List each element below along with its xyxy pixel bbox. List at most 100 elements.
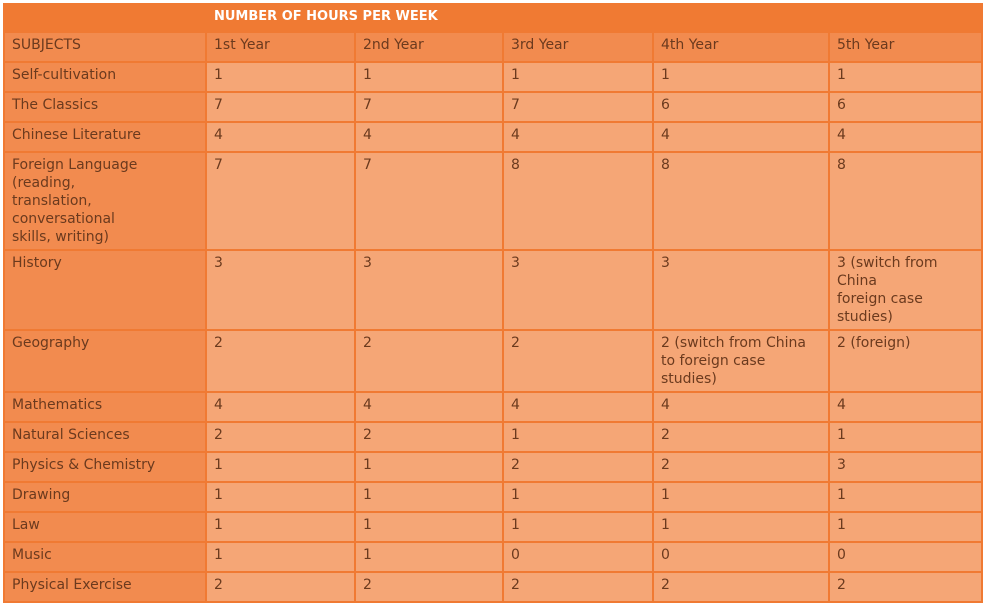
table-row: Drawing 1 1 1 1 1 <box>3 481 983 513</box>
hours-table-container: NUMBER OF HOURS PER WEEK SUBJECTS 1st Ye… <box>3 3 983 603</box>
table-corner-cell <box>3 3 207 33</box>
hours-cell: 1 <box>827 421 983 453</box>
hours-cell: 2 <box>652 571 830 603</box>
hours-cell: 1 <box>652 61 830 93</box>
hours-cell: 2 <box>827 571 983 603</box>
hours-cell: 7 <box>354 91 504 123</box>
hours-cell: 1 <box>205 61 356 93</box>
subject-cell: Self-cultivation <box>3 61 207 93</box>
table-row: Physical Exercise 2 2 2 2 2 <box>3 571 983 603</box>
hours-cell: 4 <box>502 121 654 153</box>
subject-cell: Chinese Literature <box>3 121 207 153</box>
table-title-row: NUMBER OF HOURS PER WEEK <box>3 3 983 33</box>
hours-cell: 2 <box>205 421 356 453</box>
hours-cell: 2 <box>502 329 654 393</box>
hours-cell: 1 <box>502 481 654 513</box>
hours-cell: 8 <box>652 151 830 251</box>
table-row: The Classics 7 7 7 6 6 <box>3 91 983 123</box>
table-row: Music 1 1 0 0 0 <box>3 541 983 573</box>
hours-cell: 3 <box>354 249 504 331</box>
hours-cell: 8 <box>827 151 983 251</box>
hours-cell: 1 <box>827 61 983 93</box>
hours-cell: 1 <box>205 511 356 543</box>
table-header-row: SUBJECTS 1st Year 2nd Year 3rd Year 4th … <box>3 31 983 63</box>
hours-cell: 2 <box>652 451 830 483</box>
hours-cell: 1 <box>502 511 654 543</box>
hours-cell: 3 <box>652 249 830 331</box>
hours-cell: 4 <box>354 391 504 423</box>
table-row: Natural Sciences 2 2 1 2 1 <box>3 421 983 453</box>
hours-cell: 1 <box>827 511 983 543</box>
subject-cell: Physics & Chemistry <box>3 451 207 483</box>
hours-cell: 1 <box>354 451 504 483</box>
hours-cell: 1 <box>205 451 356 483</box>
hours-cell: 2 (foreign) <box>827 329 983 393</box>
table-row: Chinese Literature 4 4 4 4 4 <box>3 121 983 153</box>
hours-cell: 7 <box>205 91 356 123</box>
hours-cell: 2 <box>502 451 654 483</box>
hours-cell: 7 <box>502 91 654 123</box>
hours-cell: 2 <box>205 329 356 393</box>
hours-cell: 2 <box>354 571 504 603</box>
hours-cell: 4 <box>205 391 356 423</box>
hours-cell: 4 <box>354 121 504 153</box>
table-row: History 3 3 3 3 3 (switch from China for… <box>3 249 983 331</box>
hours-cell: 1 <box>652 511 830 543</box>
hours-cell: 3 (switch from China foreign case studie… <box>827 249 983 331</box>
hours-cell: 3 <box>827 451 983 483</box>
subject-cell: Geography <box>3 329 207 393</box>
hours-cell: 2 <box>205 571 356 603</box>
subject-cell: Natural Sciences <box>3 421 207 453</box>
hours-per-week-table: NUMBER OF HOURS PER WEEK SUBJECTS 1st Ye… <box>3 3 983 603</box>
hours-cell: 1 <box>205 541 356 573</box>
table-row: Self-cultivation 1 1 1 1 1 <box>3 61 983 93</box>
column-header-year-5: 5th Year <box>827 31 983 63</box>
hours-cell: 7 <box>354 151 504 251</box>
subject-cell: Physical Exercise <box>3 571 207 603</box>
hours-cell: 1 <box>502 61 654 93</box>
hours-cell: 1 <box>354 481 504 513</box>
hours-cell: 4 <box>827 121 983 153</box>
hours-cell: 8 <box>502 151 654 251</box>
hours-cell: 6 <box>827 91 983 123</box>
table-title: NUMBER OF HOURS PER WEEK <box>204 3 983 33</box>
hours-cell: 4 <box>652 391 830 423</box>
hours-cell: 1 <box>205 481 356 513</box>
table-row: Law 1 1 1 1 1 <box>3 511 983 543</box>
hours-cell: 2 <box>354 421 504 453</box>
column-header-year-2: 2nd Year <box>354 31 504 63</box>
column-header-year-4: 4th Year <box>652 31 830 63</box>
hours-cell: 1 <box>502 421 654 453</box>
table-row: Physics & Chemistry 1 1 2 2 3 <box>3 451 983 483</box>
subject-cell: Foreign Language (reading, translation, … <box>3 151 207 251</box>
hours-cell: 3 <box>502 249 654 331</box>
hours-cell: 4 <box>502 391 654 423</box>
hours-cell: 2 <box>502 571 654 603</box>
subject-cell: Law <box>3 511 207 543</box>
hours-cell: 4 <box>827 391 983 423</box>
subject-cell: History <box>3 249 207 331</box>
hours-cell: 1 <box>354 61 504 93</box>
table-row: Geography 2 2 2 2 (switch from China to … <box>3 329 983 393</box>
hours-cell: 1 <box>354 541 504 573</box>
hours-cell: 3 <box>205 249 356 331</box>
hours-cell: 4 <box>205 121 356 153</box>
table-row: Foreign Language (reading, translation, … <box>3 151 983 251</box>
hours-cell: 0 <box>652 541 830 573</box>
hours-cell: 4 <box>652 121 830 153</box>
hours-cell: 0 <box>502 541 654 573</box>
hours-cell: 7 <box>205 151 356 251</box>
column-header-year-3: 3rd Year <box>502 31 654 63</box>
hours-cell: 6 <box>652 91 830 123</box>
column-header-subjects: SUBJECTS <box>3 31 207 63</box>
hours-cell: 1 <box>354 511 504 543</box>
column-header-year-1: 1st Year <box>205 31 356 63</box>
hours-cell: 1 <box>652 481 830 513</box>
hours-cell: 1 <box>827 481 983 513</box>
hours-cell: 0 <box>827 541 983 573</box>
hours-cell: 2 <box>354 329 504 393</box>
subject-cell: Mathematics <box>3 391 207 423</box>
subject-cell: Music <box>3 541 207 573</box>
hours-cell: 2 <box>652 421 830 453</box>
hours-cell: 2 (switch from China to foreign case stu… <box>652 329 830 393</box>
